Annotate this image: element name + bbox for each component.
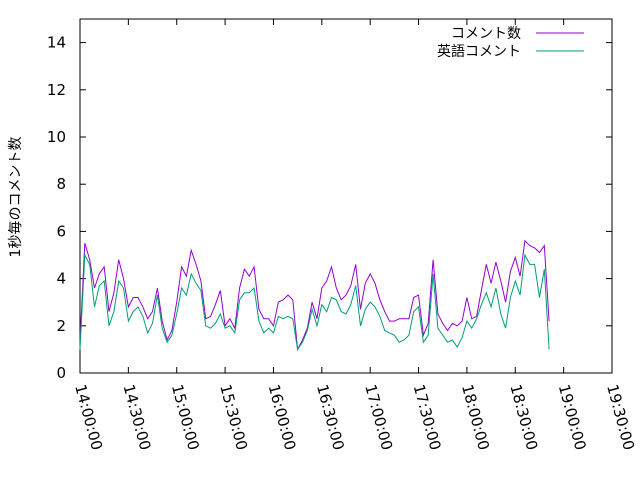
x-tick-label: 16:00:00: [265, 382, 300, 452]
x-tick-label: 16:30:00: [313, 382, 348, 452]
x-tick-label: 15:30:00: [216, 382, 251, 452]
plot-frame: [79, 18, 613, 374]
legend-label: 英語コメント: [437, 43, 521, 60]
x-tick-label: 18:00:00: [458, 382, 493, 452]
y-tick-label: 12: [47, 81, 66, 99]
y-tick-label: 2: [56, 317, 66, 335]
y-tick-label: 14: [47, 34, 66, 52]
x-tick-label: 17:30:00: [410, 382, 445, 452]
x-tick-label: 14:30:00: [119, 382, 154, 452]
y-axis-label: 1秒毎のコメント数: [8, 137, 24, 258]
x-tick-label: 19:00:00: [555, 382, 590, 452]
x-tick-label: 17:00:00: [361, 382, 396, 452]
series-line: [79, 239, 550, 352]
x-tick-label: 14:00:00: [71, 382, 106, 452]
x-tick-label: 18:30:00: [506, 382, 541, 452]
plot-area: 0 2 4 6 8 10 12 14 14:00:00 14:30:00 15:00:00 15:30…: [47, 18, 638, 452]
y-tick-label: 8: [56, 175, 66, 193]
y-tick-label: 0: [56, 364, 66, 382]
series-line: [79, 253, 550, 351]
y-tick-label: 6: [56, 222, 66, 240]
legend-label: コメント数: [451, 26, 521, 42]
y-tick-label: 10: [47, 128, 66, 146]
y-tick-label: 4: [56, 270, 66, 288]
x-tick-label: 19:30:00: [603, 382, 638, 452]
x-tick-label: 15:00:00: [168, 382, 203, 452]
